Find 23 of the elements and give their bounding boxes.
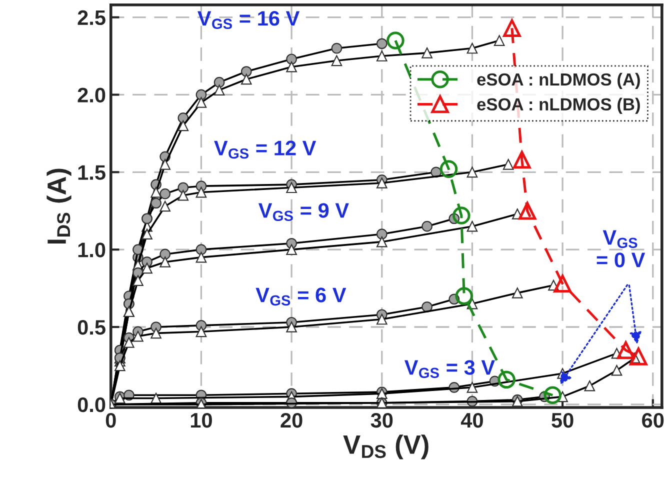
y-tick-label: 1.5 [78, 165, 106, 180]
annotation: V$_{GS}$ = 6 V [256, 288, 346, 306]
y-tick-label: 0.0 [78, 397, 106, 412]
y-tick-label: 0.5 [78, 320, 106, 335]
y-axis-title: I$_{DS}$ (A) [46, 168, 72, 244]
x-tick-label: 40 [460, 412, 483, 428]
legend-label: eSOA : nLDMOS (A) [477, 72, 640, 90]
x-axis-title: V$_{DS}$ (V) [343, 434, 428, 460]
annotation: V$_{GS}$ = 0 V [596, 230, 646, 268]
legend-label: eSOA : nLDMOS (B) [477, 98, 640, 114]
x-tick-label: 0 [106, 412, 116, 428]
annotation: V$_{GS}$ = 16 V [198, 11, 300, 30]
annotation: V$_{GS}$ = 12 V [214, 140, 316, 159]
x-tick-label: 60 [642, 412, 664, 428]
annotation: V$_{GS}$ = 9 V [258, 203, 349, 222]
x-tick-label: 30 [370, 412, 393, 428]
y-tick-label: 2.5 [78, 10, 106, 26]
annotation: V$_{GS}$ = 3 V [404, 360, 495, 378]
y-tick-label: 1.0 [78, 242, 106, 258]
x-tick-label: 50 [552, 412, 574, 428]
y-tick-label: 2.0 [78, 88, 106, 102]
x-tick-label: 10 [190, 412, 212, 428]
x-tick-label: 20 [280, 412, 302, 428]
